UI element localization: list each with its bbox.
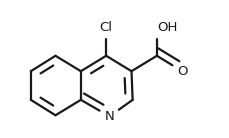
Text: N: N xyxy=(104,110,114,123)
Text: O: O xyxy=(176,65,187,78)
Text: OH: OH xyxy=(156,21,177,34)
Text: Cl: Cl xyxy=(99,21,112,34)
